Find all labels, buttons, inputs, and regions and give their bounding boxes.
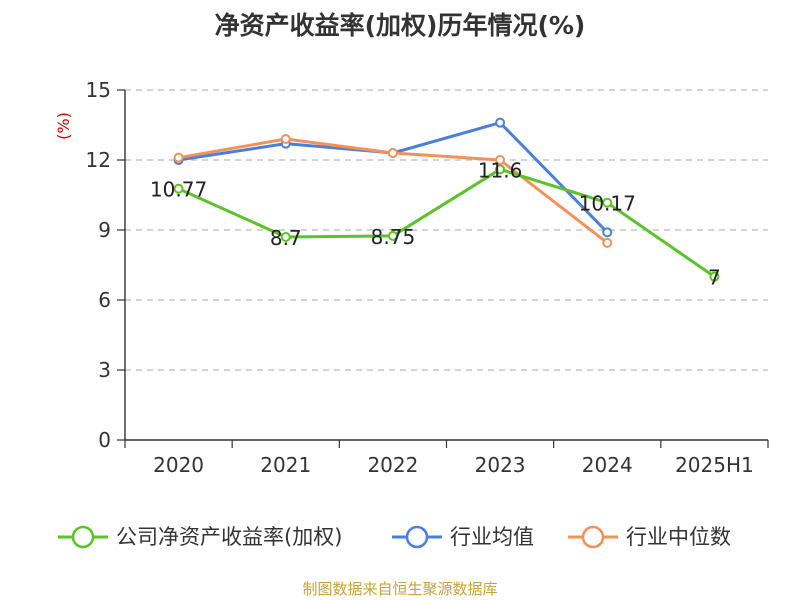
x-tick-label: 2021 bbox=[260, 453, 311, 477]
data-point-2 bbox=[602, 237, 613, 248]
data-point-2 bbox=[173, 152, 184, 163]
data-point-0 bbox=[173, 183, 184, 194]
legend: 公司净资产收益率(加权) 行业均值 行业中位数 bbox=[58, 525, 731, 549]
legend-label-0: 公司净资产收益率(加权) bbox=[116, 525, 342, 549]
grid-lines bbox=[125, 89, 768, 371]
x-tick-label: 2022 bbox=[367, 453, 418, 477]
chart-title: 净资产收益率(加权)历年情况(%) bbox=[214, 11, 586, 40]
legend-marker-0 bbox=[71, 525, 95, 549]
data-label: 8.7 bbox=[270, 226, 302, 250]
y-axis-unit-label: (%) bbox=[54, 112, 73, 140]
data-label: 10.17 bbox=[579, 192, 636, 216]
legend-marker-1 bbox=[405, 525, 429, 549]
legend-marker-2 bbox=[581, 525, 605, 549]
data-point-0 bbox=[495, 164, 506, 175]
data-point-1 bbox=[495, 117, 506, 128]
x-tick-label: 2020 bbox=[153, 453, 204, 477]
x-tick-label: 2024 bbox=[582, 453, 633, 477]
y-tick-label: 12 bbox=[86, 148, 111, 172]
data-point-0 bbox=[709, 271, 720, 282]
y-tick-label: 0 bbox=[98, 428, 111, 452]
data-label: 11.6 bbox=[478, 158, 523, 182]
axes: 0 3 6 9 12 15 2020 2021 2022 2023 2024 2025H1 bbox=[86, 78, 769, 477]
data-point-2 bbox=[387, 148, 398, 158]
data-label: 10.77 bbox=[150, 178, 207, 202]
source-note: 制图数据来自恒生聚源数据库 bbox=[302, 580, 498, 598]
y-tick-label: 6 bbox=[98, 288, 111, 312]
series-line-1 bbox=[178, 121, 609, 234]
data-point-2 bbox=[280, 134, 291, 144]
y-tick-label: 3 bbox=[98, 358, 111, 382]
data-label: 8.75 bbox=[371, 225, 416, 249]
y-tick-label: 9 bbox=[98, 218, 111, 242]
x-tick-label: 2025H1 bbox=[675, 453, 754, 477]
legend-label-1: 行业均值 bbox=[450, 525, 534, 549]
x-tick-label: 2023 bbox=[475, 453, 526, 477]
series-lines bbox=[173, 117, 720, 282]
data-point-0 bbox=[387, 230, 398, 241]
data-labels: 10.77 8.7 8.75 11.6 10.17 7 bbox=[150, 158, 721, 289]
data-point-0 bbox=[280, 232, 291, 242]
y-tick-label: 15 bbox=[86, 78, 111, 102]
data-point-0 bbox=[602, 197, 613, 208]
data-point-2 bbox=[495, 155, 506, 165]
data-point-1 bbox=[602, 227, 613, 238]
legend-label-2: 行业中位数 bbox=[626, 525, 731, 549]
series-line-0 bbox=[177, 167, 716, 278]
data-label: 7 bbox=[708, 266, 721, 290]
